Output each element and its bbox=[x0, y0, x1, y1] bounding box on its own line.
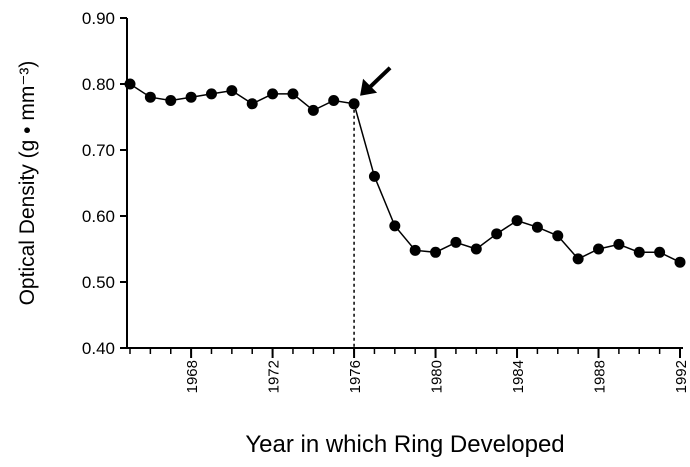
data-point bbox=[470, 243, 482, 255]
data-point bbox=[185, 91, 197, 103]
data-point bbox=[348, 98, 360, 110]
x-axis-label: Year in which Ring Developed bbox=[245, 431, 564, 458]
x-tick-label: 1992 bbox=[673, 360, 690, 393]
data-point bbox=[409, 244, 421, 256]
x-tick-label: 1988 bbox=[592, 360, 609, 393]
x-tick-label: 1972 bbox=[266, 360, 283, 393]
data-point bbox=[226, 85, 238, 97]
series-line bbox=[129, 83, 681, 263]
data-point bbox=[287, 88, 299, 100]
y-tick-label: 0.50 bbox=[82, 273, 115, 292]
data-point bbox=[430, 246, 442, 258]
x-tick-label: 1976 bbox=[347, 360, 364, 393]
y-tick-label: 0.60 bbox=[82, 207, 115, 226]
data-point bbox=[674, 256, 686, 268]
y-tick-label: 0.90 bbox=[82, 9, 115, 28]
data-point bbox=[613, 238, 625, 250]
data-point bbox=[572, 253, 584, 265]
data-point bbox=[654, 246, 666, 258]
data-point bbox=[165, 95, 177, 106]
data-point bbox=[267, 88, 279, 100]
x-tick-label: 1984 bbox=[510, 360, 527, 393]
y-tick-label: 0.40 bbox=[82, 339, 115, 358]
x-tick-label: 1968 bbox=[184, 360, 201, 393]
data-point bbox=[307, 104, 319, 116]
data-point bbox=[389, 220, 401, 232]
y-tick-label: 0.80 bbox=[82, 75, 115, 94]
data-point bbox=[246, 98, 258, 110]
data-point bbox=[328, 95, 340, 106]
y-tick-label: 0.70 bbox=[82, 141, 115, 160]
data-point bbox=[205, 88, 217, 100]
y-axis-label: Optical Density (g • mm⁻³) bbox=[16, 61, 39, 306]
data-point bbox=[368, 170, 380, 182]
data-point bbox=[552, 230, 564, 242]
data-point bbox=[511, 215, 523, 227]
data-point bbox=[124, 78, 136, 90]
x-tick-label: 1980 bbox=[429, 360, 446, 393]
data-point bbox=[531, 221, 543, 233]
data-point bbox=[633, 246, 645, 258]
data-point bbox=[144, 91, 156, 103]
arrow-head bbox=[360, 78, 378, 96]
data-point bbox=[491, 228, 503, 240]
data-point bbox=[593, 243, 605, 255]
data-point bbox=[450, 236, 462, 248]
